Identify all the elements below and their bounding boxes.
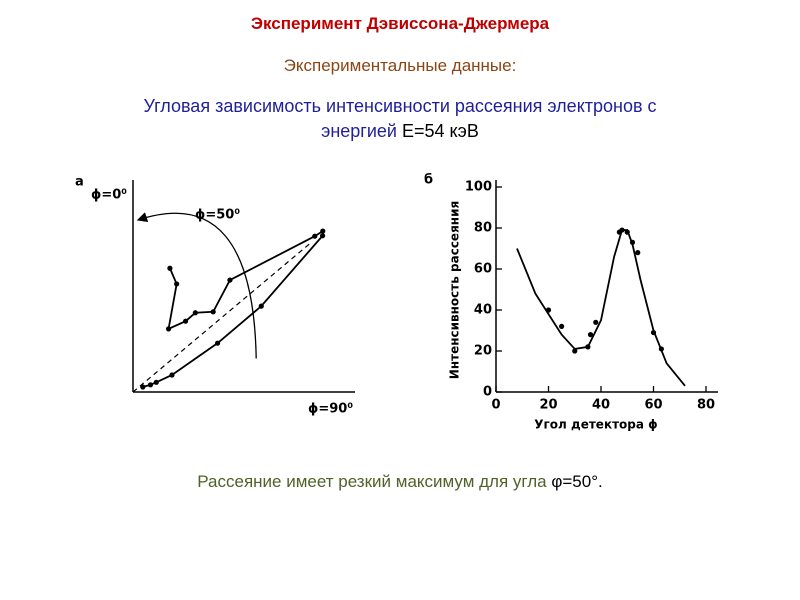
point: [312, 233, 318, 239]
point: [258, 303, 264, 309]
x-tick-label: 80: [697, 398, 715, 413]
panel-label: б: [424, 173, 433, 188]
x-tick-label: 60: [644, 398, 662, 413]
x-tick-label: 20: [539, 398, 557, 413]
point: [635, 250, 641, 256]
y-tick-label: 40: [474, 303, 492, 318]
description-line: Угловая зависимость интенсивности рассея…: [143, 96, 657, 116]
point: [320, 228, 326, 234]
point: [572, 348, 578, 354]
subtitle: Экспериментальные данные:: [283, 56, 517, 75]
point: [165, 326, 172, 332]
y-tick-label: 0: [483, 385, 492, 400]
point: [650, 329, 657, 336]
description-line: энергией: [321, 121, 397, 141]
point: [169, 372, 175, 378]
point: [559, 323, 565, 329]
point: [174, 281, 180, 287]
description-value: Е=54 кэВ: [402, 121, 479, 141]
x-tick-label: 0: [491, 398, 500, 413]
curve: [142, 229, 324, 388]
point: [182, 318, 189, 324]
title: Эксперимент Дэвиссона-Джермера: [250, 14, 550, 33]
point: [167, 265, 173, 271]
point: [593, 319, 599, 325]
point: [140, 384, 146, 390]
point: [658, 346, 664, 352]
point: [214, 340, 221, 346]
point: [153, 379, 159, 385]
y-tick-label: 100: [465, 180, 492, 195]
point: [629, 239, 636, 245]
point: [545, 307, 552, 313]
y-tick-label: 60: [474, 262, 492, 277]
point: [227, 277, 233, 283]
angle-direction: [132, 242, 311, 393]
angle-label: ϕ=50⁰: [195, 208, 240, 223]
y-tick-label: 80: [474, 221, 492, 236]
point: [616, 229, 622, 235]
angle-arrow: [136, 212, 257, 359]
point: [587, 332, 594, 338]
angle-label: ϕ=90⁰: [308, 402, 353, 417]
point: [585, 344, 591, 350]
point: [319, 233, 326, 239]
x-axis-title: Угол детектора ϕ: [534, 418, 657, 432]
y-axis-title: Интенсивность рассеяния: [448, 201, 462, 379]
point: [147, 382, 154, 388]
angle-label: ϕ=0⁰: [91, 188, 127, 203]
conclusion-text: Рассеяние имеет резкий максимум для угла: [197, 472, 547, 491]
conclusion: Рассеяние имеет резкий максимум для угла…: [0, 472, 800, 492]
point: [192, 310, 198, 316]
point: [210, 309, 216, 315]
point: [624, 229, 630, 235]
conclusion-value: φ=50°.: [551, 472, 603, 491]
panel-label: а: [75, 175, 84, 190]
description: Угловая зависимость интенсивности рассея…: [0, 94, 800, 144]
y-tick-label: 20: [474, 344, 492, 359]
point: [619, 227, 625, 233]
x-tick-label: 40: [592, 398, 610, 413]
curve: [516, 229, 686, 387]
